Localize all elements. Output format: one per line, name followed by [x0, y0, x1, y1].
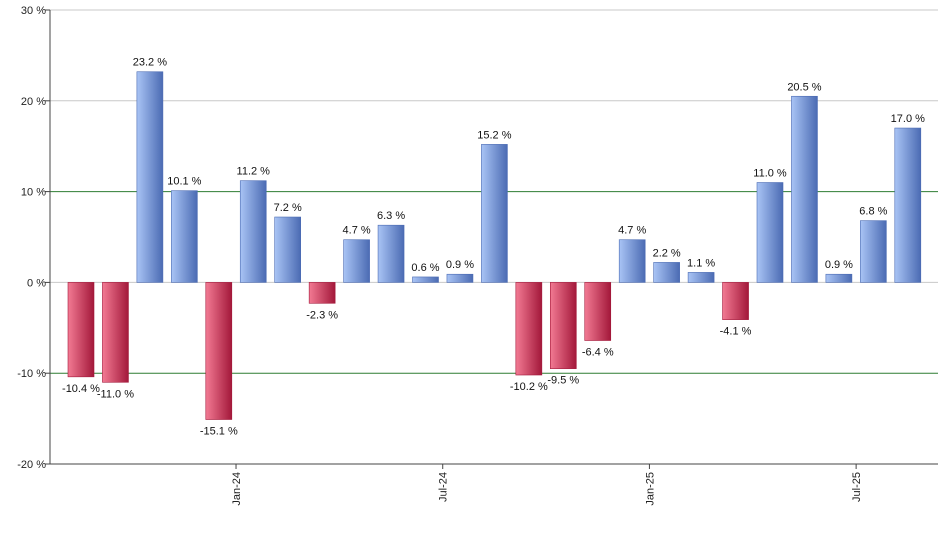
axis-layer: 30 % 20 % 10 % 0 % -10 % -20 % Jan-24 Jul-24 Jan…	[17, 5, 938, 506]
bar-layer	[67, 71, 922, 420]
data-label: -4.1 %	[720, 326, 752, 338]
data-label: -10.2 %	[510, 381, 548, 393]
data-label: 7.2 %	[274, 202, 302, 214]
bar	[446, 273, 474, 283]
y-tick-label: -10 %	[17, 368, 46, 380]
bar	[618, 239, 646, 283]
bar	[515, 282, 543, 376]
data-label: 6.8 %	[859, 206, 887, 218]
bar	[549, 282, 577, 369]
bar	[584, 282, 612, 341]
bar	[377, 224, 405, 283]
bar	[205, 282, 233, 420]
bar	[67, 282, 95, 378]
data-label: 23.2 %	[133, 57, 167, 69]
data-label: 0.9 %	[446, 259, 474, 271]
bar	[860, 220, 887, 283]
data-label: -15.1 %	[200, 426, 238, 438]
data-label: 2.2 %	[653, 247, 681, 259]
y-tick-label: 20 %	[21, 96, 46, 108]
data-label: 0.9 %	[825, 259, 853, 271]
data-label: -2.3 %	[306, 309, 338, 321]
y-tick-label: 10 %	[21, 187, 46, 199]
data-label: -9.5 %	[547, 375, 579, 387]
bar	[894, 127, 922, 283]
bar	[722, 282, 749, 320]
x-tick-label: Jul-24	[438, 472, 450, 502]
data-label: -10.4 %	[62, 383, 100, 395]
data-label: 4.7 %	[343, 225, 371, 237]
data-label: 20.5 %	[787, 81, 821, 93]
x-tick-label: Jul-25	[851, 472, 863, 502]
data-label: 11.0 %	[753, 168, 787, 180]
bar	[308, 282, 336, 304]
data-label: 4.7 %	[618, 225, 646, 237]
data-label: 11.2 %	[237, 166, 271, 178]
bar	[239, 180, 267, 283]
data-label: 15.2 %	[477, 129, 511, 141]
x-tick-label: Jan-25	[644, 472, 656, 506]
data-label: 1.1 %	[687, 257, 715, 269]
data-label: 10.1 %	[167, 176, 201, 188]
data-label: 17.0 %	[891, 113, 925, 125]
bar	[171, 190, 198, 283]
bar	[653, 262, 680, 283]
bar	[825, 273, 853, 283]
bar	[274, 216, 302, 283]
bar	[136, 71, 164, 283]
bar	[481, 144, 508, 283]
bar	[102, 282, 129, 383]
bar	[687, 272, 715, 283]
data-label: -6.4 %	[582, 347, 614, 359]
label-layer: -10.4 %-11.0 % 23.2 % 10.1 % -15.1 % 11.2 % 7…	[62, 57, 925, 438]
data-label: 6.3 %	[377, 210, 405, 222]
y-tick-label: 0 %	[27, 277, 46, 289]
bar	[791, 95, 818, 283]
bar	[756, 182, 784, 283]
bar	[412, 276, 439, 283]
y-tick-label: 30 %	[21, 5, 46, 17]
data-label: 0.6 %	[411, 262, 439, 274]
y-tick-label: -20 %	[17, 459, 46, 471]
x-tick-label: Jan-24	[231, 472, 243, 506]
data-label: -11.0 %	[97, 388, 134, 400]
bar	[343, 239, 370, 283]
